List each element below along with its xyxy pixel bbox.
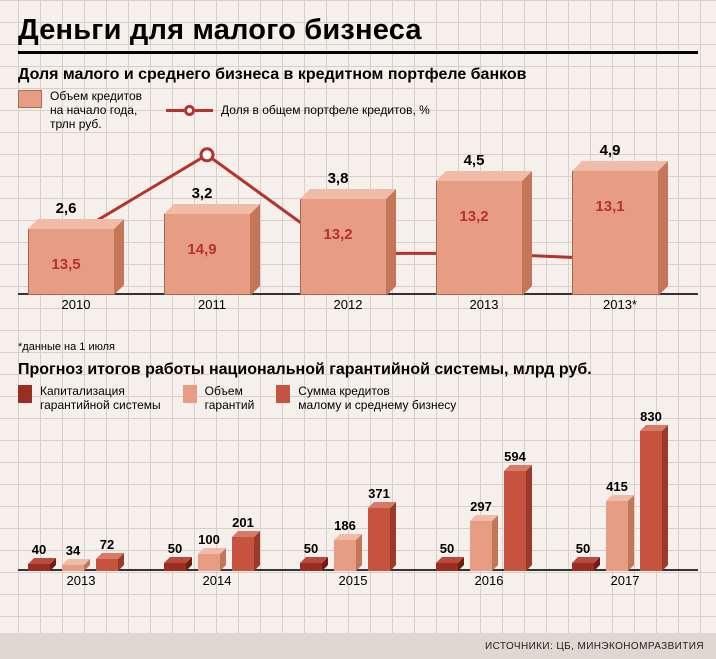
legend-bar-item: Объем кредитов на начало года, трлн руб. — [18, 90, 142, 131]
chart2-bar-value: 100 — [190, 532, 228, 547]
chart1-line-value: 13,5 — [18, 256, 114, 273]
legend-bar-swatch — [18, 90, 42, 108]
chart1-line-value: 13,2 — [426, 208, 522, 225]
title-rule — [18, 51, 698, 54]
chart1-bar-value: 4,5 — [426, 152, 522, 169]
chart2-bar-value: 72 — [88, 537, 126, 552]
chart1-category: 2011 — [154, 297, 270, 312]
legend-s1-swatch — [18, 385, 32, 403]
legend-s3-swatch — [276, 385, 290, 403]
chart1-plot: 2,6 13,5 2010 3,2 14,9 2011 3,8 13,2 2012 4,5 13,2… — [18, 137, 698, 315]
chart2-legend: Капитализация гарантийной системы Объем … — [18, 385, 698, 413]
chart1-line-value: 14,9 — [154, 241, 250, 258]
chart2-category: 2016 — [426, 573, 552, 588]
chart1-subtitle: Доля малого и среднего бизнеса в кредитн… — [18, 66, 698, 84]
chart1-line-marker — [201, 149, 213, 161]
legend-bar-label: Объем кредитов на начало года, трлн руб. — [50, 90, 142, 131]
chart2-category: 2013 — [18, 573, 144, 588]
chart2-subtitle: Прогноз итогов работы национальной гаран… — [18, 361, 698, 379]
chart2-category: 2014 — [154, 573, 280, 588]
chart2-category: 2017 — [562, 573, 688, 588]
chart2-bar-value: 297 — [462, 499, 500, 514]
chart1-line-value: 13,1 — [562, 198, 658, 215]
source-bar: ИСТОЧНИКИ: ЦБ, МИНЭКОНОМРАЗВИТИЯ — [0, 633, 716, 659]
legend-s2-swatch — [183, 385, 197, 403]
source-text: ИСТОЧНИКИ: ЦБ, МИНЭКОНОМРАЗВИТИЯ — [485, 641, 704, 652]
legend-s2: Объем гарантий — [183, 385, 255, 413]
chart2-bar-value: 50 — [156, 541, 194, 556]
chart1-category: 2010 — [18, 297, 134, 312]
chart1-line-value: 13,2 — [290, 226, 386, 243]
chart1-bar-value: 3,2 — [154, 185, 250, 202]
chart2-bar-value: 594 — [496, 449, 534, 464]
chart2-category: 2015 — [290, 573, 416, 588]
chart1-category: 2012 — [290, 297, 406, 312]
legend-s1-label: Капитализация гарантийной системы — [40, 385, 161, 413]
chart2-bar-value: 371 — [360, 486, 398, 501]
legend-line-item: Доля в общем портфеле кредитов, % — [166, 104, 430, 118]
chart2-bar-value: 40 — [20, 542, 58, 557]
chart2-bar-value: 830 — [632, 409, 670, 424]
legend-s3-label: Сумма кредитов малому и среднему бизнесу — [298, 385, 456, 413]
chart2-bar-value: 50 — [292, 541, 330, 556]
legend-s2-label: Объем гарантий — [205, 385, 255, 413]
main-title: Деньги для малого бизнеса — [18, 14, 698, 47]
chart1-bar-value: 2,6 — [18, 200, 114, 217]
content: Деньги для малого бизнеса Доля малого и … — [0, 0, 716, 591]
chart1-category: 2013* — [562, 297, 678, 312]
legend-line-marker — [166, 105, 213, 116]
chart2-bar-value: 415 — [598, 479, 636, 494]
chart1-bar-value: 4,9 — [562, 142, 658, 159]
chart2-bar-value: 186 — [326, 518, 364, 533]
legend-s1: Капитализация гарантийной системы — [18, 385, 161, 413]
chart1-legend: Объем кредитов на начало года, трлн руб.… — [18, 90, 698, 131]
chart2-bar-value: 50 — [564, 541, 602, 556]
chart2-plot: 4034722013501002012014501863712015502975… — [18, 419, 698, 591]
legend-line-label: Доля в общем портфеле кредитов, % — [221, 104, 430, 118]
chart2-bar-value: 201 — [224, 515, 262, 530]
chart2-bar-value: 50 — [428, 541, 466, 556]
legend-s3: Сумма кредитов малому и среднему бизнесу — [276, 385, 456, 413]
chart1-category: 2013 — [426, 297, 542, 312]
chart1-footnote: *данные на 1 июля — [18, 341, 698, 353]
chart2-bar-value: 34 — [54, 543, 92, 558]
chart1-bar-value: 3,8 — [290, 170, 386, 187]
